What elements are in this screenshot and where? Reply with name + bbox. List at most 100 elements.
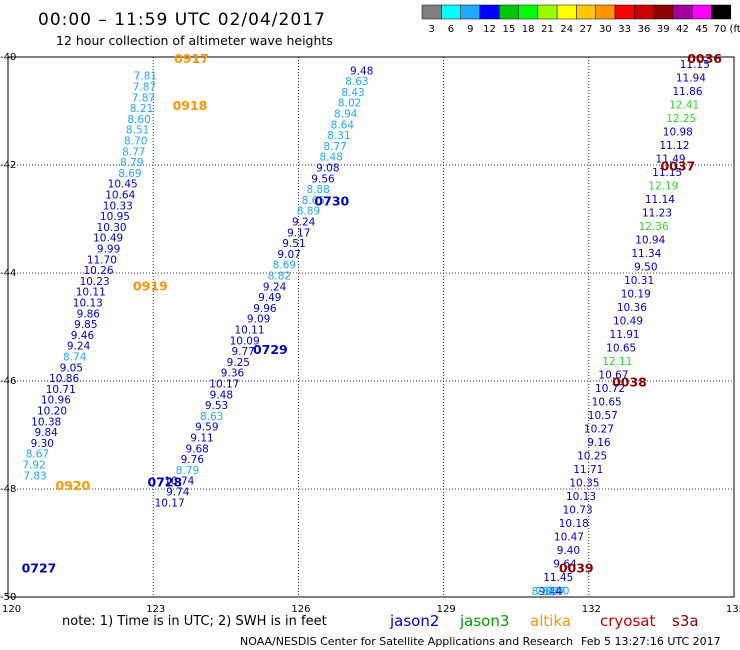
pass-time-label: 0038 [612, 374, 647, 389]
x-tick-labels: 120 123 126 129 132 135 [2, 604, 740, 615]
wave-height-label: 12.11 [602, 356, 632, 368]
wave-height-label: 7.92 [22, 459, 45, 471]
wave-height-label: 9.68 [185, 443, 208, 455]
wave-height-label: 9.40 [557, 545, 580, 557]
wave-height-label: 11.15 [652, 167, 682, 179]
wave-height-label: 10.86 [49, 373, 79, 385]
pass-time-label: 0730 [314, 194, 349, 209]
wave-height-label: 8.74 [63, 351, 87, 363]
wave-height-label: 10.65 [606, 342, 636, 354]
wave-height-label: 11.12 [659, 140, 689, 152]
colorbar-tick-label: 18 [522, 24, 535, 35]
colorbar-tick-label: 39 [657, 24, 670, 35]
wave-height-label: 8.64 [331, 119, 355, 131]
satellite-legend-jason3: jason3 [459, 612, 509, 630]
footer-credit: NOAA/NESDIS Center for Satellite Applica… [240, 635, 573, 648]
wave-height-label: 10.57 [588, 410, 618, 422]
colorbar-swatch [537, 4, 558, 20]
wave-height-label: 10.98 [663, 126, 693, 138]
plot-area: 120 123 126 129 132 135 -40 -42 -44 -46 -48 -50 7.… [0, 51, 740, 615]
wave-height-label: 9.25 [227, 357, 250, 369]
wave-height-label: 10.49 [93, 233, 123, 245]
wave-height-label: 10.71 [46, 384, 76, 396]
wave-height-label: 10.13 [73, 297, 103, 309]
wave-height-label: 10.19 [621, 288, 651, 300]
wave-height-label: 10.33 [103, 200, 133, 212]
wave-height-label: 9.64 [553, 558, 577, 570]
wave-height-label: 8.89 [297, 206, 320, 218]
wave-height-label: 9.44 [539, 586, 563, 598]
colorbar-swatch [556, 4, 577, 20]
colorbar-tick-label: 3 [428, 24, 434, 35]
colorbar-swatch [595, 4, 616, 20]
colorbar-tick-label: 45 [695, 24, 708, 35]
wave-height-label: 10.49 [613, 315, 643, 327]
wave-height-label: 10.35 [569, 477, 599, 489]
wave-height-label: 9.59 [195, 422, 218, 434]
wave-height-label: 9.50 [634, 261, 657, 273]
wave-height-label: 10.18 [559, 518, 589, 530]
wave-height-label: 8.77 [323, 141, 346, 153]
satellite-legend-s3a: s3a [672, 612, 699, 630]
colorbar-swatch [634, 4, 654, 20]
colorbar-swatch [498, 4, 519, 20]
colorbar-swatch [479, 4, 500, 20]
wave-height-label: 11.94 [676, 72, 706, 84]
wave-height-label: 12.19 [648, 180, 678, 192]
wave-height-points: 7.817.877.878.218.608.518.708.778.798.69… [22, 59, 709, 598]
wave-height-label: 11.71 [573, 464, 603, 476]
wave-height-label: 8.02 [338, 98, 361, 110]
wave-height-label: 9.74 [166, 486, 190, 498]
wave-height-label: 9.85 [74, 319, 97, 331]
wave-height-label: 9.77 [231, 346, 254, 358]
x-tick-label: 120 [2, 604, 21, 615]
pass-time-label: 0919 [133, 278, 168, 293]
wave-height-label: 9.08 [316, 162, 339, 174]
colorbar-swatch [441, 4, 461, 20]
wave-height-label: 10.27 [584, 423, 614, 435]
colorbar-swatch [653, 4, 674, 20]
wave-height-label: 10.64 [105, 189, 135, 201]
wave-height-label: 9.11 [190, 432, 213, 444]
colorbar-swatch [460, 4, 481, 20]
wave-height-label: 12.41 [669, 99, 699, 111]
wave-height-label: 8.69 [273, 260, 296, 272]
wave-height-label: 8.90 [546, 585, 569, 597]
satellite-legend-cryosat: cryosat [600, 612, 655, 630]
wave-height-label: 10.47 [554, 531, 584, 543]
wave-height-label: 9.99 [97, 243, 120, 255]
wave-height-label: 9.84 [34, 427, 58, 439]
colorbar-tick-label: 33 [618, 24, 631, 35]
pass-time-label: 0917 [174, 51, 209, 66]
y-tick-label: -48 [0, 484, 16, 495]
colorbar-tick-label: 30 [599, 24, 612, 35]
pass-time-label: 0729 [253, 342, 288, 357]
wave-height-label: 8.69 [118, 168, 141, 180]
wave-height-label: 8.77 [122, 146, 145, 158]
x-tick-label: 123 [146, 604, 165, 615]
colorbar-tick-label: 21 [541, 24, 554, 35]
wave-height-label: 7.81 [134, 71, 157, 83]
y-tick-label: -40 [0, 52, 16, 63]
wave-height-label: 11.70 [87, 254, 117, 266]
colorbar-tick-label: 15 [502, 24, 515, 35]
wave-height-label: 8.79 [176, 465, 199, 477]
wave-height-label: 7.83 [23, 470, 46, 482]
wave-height-label: 11.14 [645, 194, 675, 206]
wave-height-label: 8.21 [130, 103, 153, 115]
wave-height-label: 10.96 [41, 395, 71, 407]
wave-height-label: 11.86 [672, 86, 702, 98]
wave-height-label: 10.25 [577, 450, 607, 462]
x-tick-label: 129 [437, 604, 456, 615]
footer-timestamp: Feb 5 13:27:16 UTC 2017 [581, 635, 721, 648]
colorbar-tick-label: 70 (ft) [714, 24, 740, 35]
colorbar-tick-label: 24 [560, 24, 573, 35]
colorbar-tick-label: 36 [638, 24, 651, 35]
satellite-legend-jason2: jason2 [389, 612, 439, 630]
wave-height-label: 8.70 [124, 135, 147, 147]
wave-height-label: 10.73 [563, 504, 593, 516]
wave-height-label: 8.43 [341, 87, 364, 99]
wave-height-label: 9.24 [263, 281, 287, 293]
wave-height-label: 8.67 [26, 449, 49, 461]
